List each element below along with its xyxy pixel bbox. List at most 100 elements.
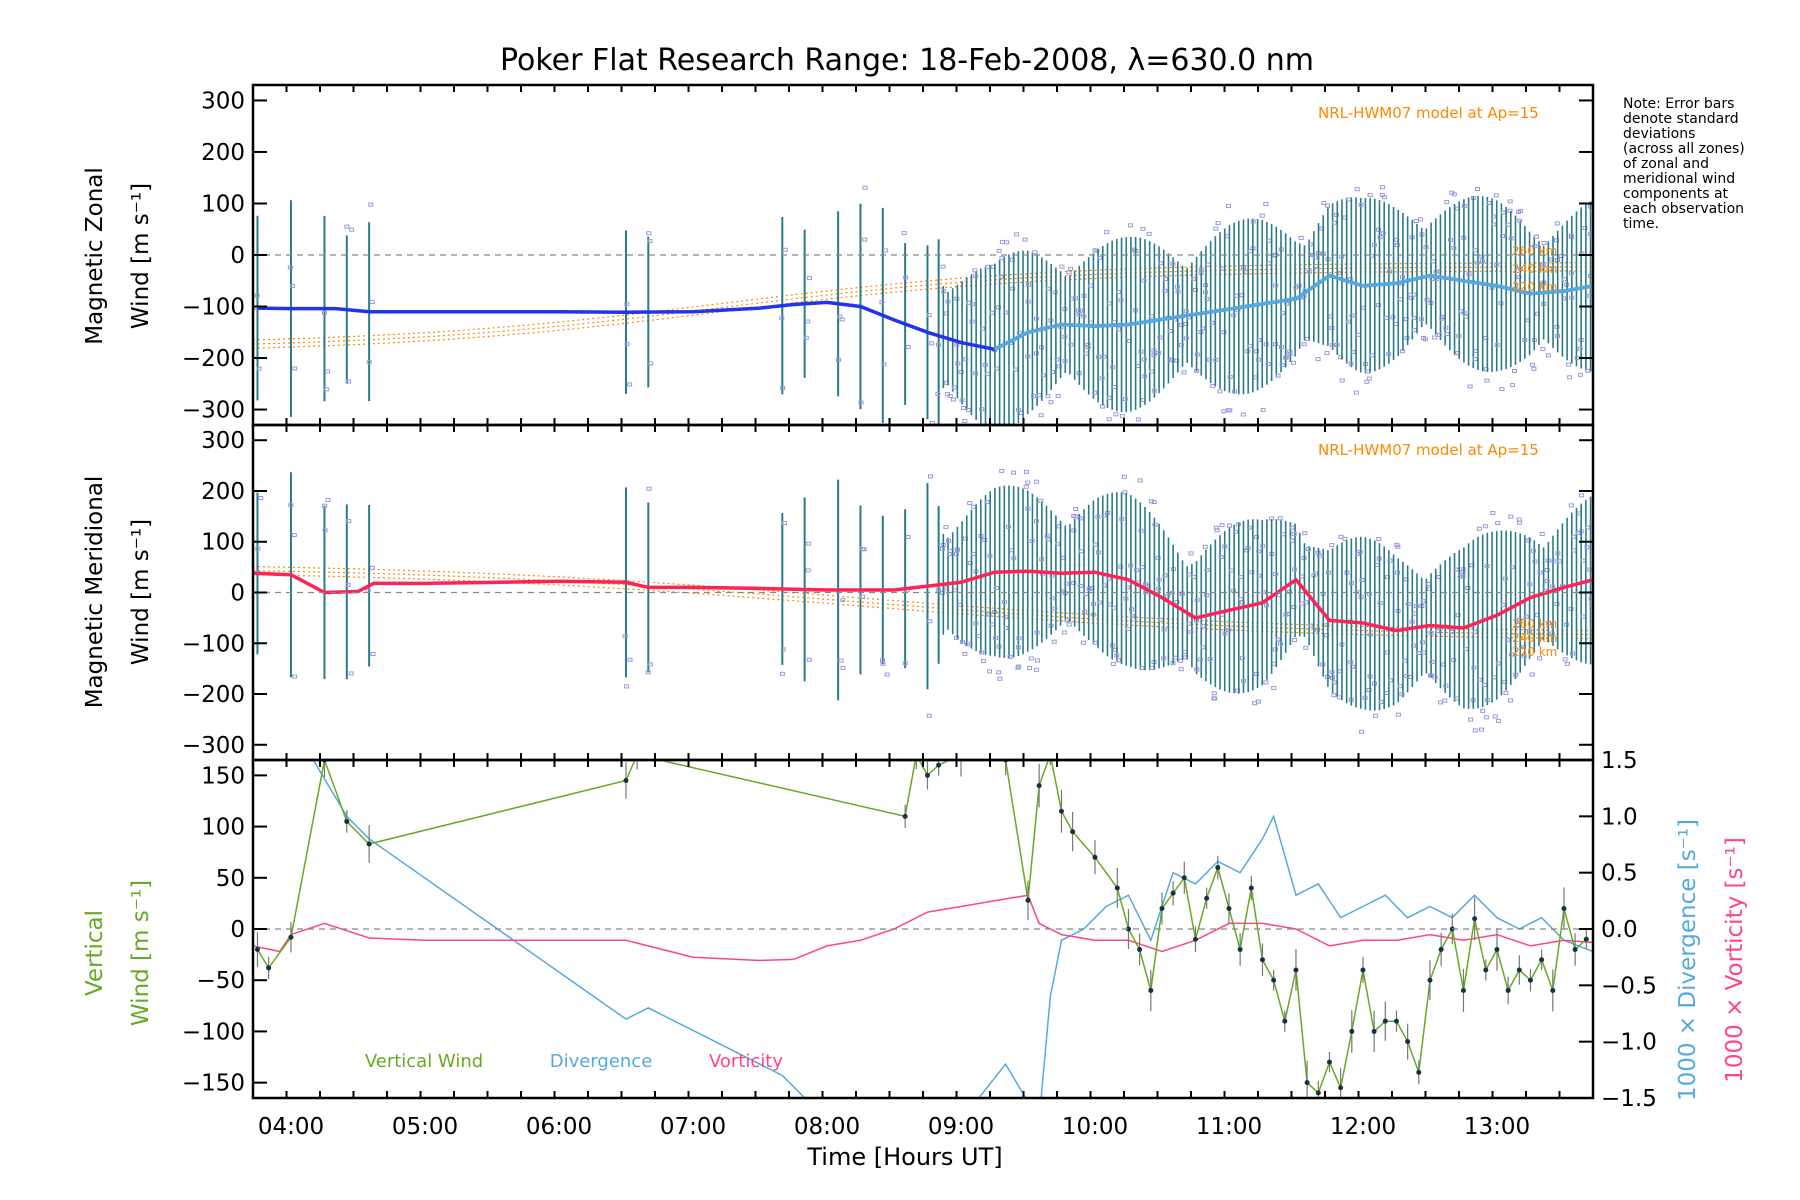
scatter-sample	[1443, 683, 1449, 688]
scatter-sample	[1106, 417, 1112, 422]
scatter-sample	[1584, 545, 1590, 550]
scatter-sample	[996, 670, 1002, 675]
scatter-sample	[926, 713, 932, 718]
scatter-sample	[1048, 400, 1054, 405]
scatter-sample	[1193, 288, 1198, 292]
scatter-sample	[982, 362, 988, 367]
scatter-sample	[1530, 362, 1536, 367]
x-tick-label: 12:00	[1330, 1114, 1396, 1140]
scatter-sample	[947, 394, 953, 398]
scatter-sample	[973, 621, 979, 626]
scatter-sample	[973, 274, 979, 279]
scatter-sample	[1038, 498, 1044, 503]
scatter-sample	[1355, 551, 1360, 556]
scatter-sample	[1151, 388, 1157, 393]
scatter-sample	[349, 227, 355, 232]
vertical-scatter-layer	[253, 760, 1593, 1098]
vertical-wind-point	[1360, 967, 1366, 973]
scatter-sample	[999, 468, 1005, 473]
scatter-sample	[1255, 357, 1261, 362]
scatter-sample	[1432, 675, 1438, 680]
scatter-sample	[1255, 699, 1261, 704]
scatter-sample	[880, 658, 885, 663]
vorticity-line	[253, 894, 1593, 962]
x-tick-label: 10:00	[1062, 1114, 1128, 1140]
scatter-sample	[1151, 348, 1157, 353]
scatter-sample	[1532, 559, 1538, 564]
scatter-sample	[1482, 524, 1488, 529]
x-tick-label: 04:00	[258, 1114, 324, 1140]
y-tick-label: 100	[201, 530, 245, 556]
y-tick-label: 100	[201, 815, 245, 841]
y-tick-label: 0	[230, 917, 245, 943]
vertical-wind-point	[1460, 987, 1466, 993]
scatter-sample	[962, 651, 968, 656]
scatter-sample	[1260, 407, 1266, 412]
scatter-sample	[1570, 651, 1576, 656]
vertical-wind-point	[366, 841, 372, 847]
scatter-sample	[1435, 629, 1440, 634]
vertical-ylabel-units: Wind [m s⁻¹]	[128, 880, 154, 1026]
scatter-sample	[1122, 397, 1128, 401]
vertical-wind-point	[902, 813, 908, 819]
scatter-sample	[1461, 204, 1467, 208]
y2-tick-label: −1.0	[1601, 1030, 1657, 1056]
scatter-sample	[979, 407, 985, 412]
scatter-sample	[970, 302, 975, 307]
scatter-sample	[1518, 208, 1524, 213]
scatter-sample	[1161, 656, 1167, 661]
scatter-sample	[1495, 521, 1501, 526]
scatter-sample	[1551, 559, 1557, 564]
scatter-sample	[1099, 376, 1105, 381]
scatter-sample	[345, 583, 351, 587]
scatter-sample	[1119, 516, 1125, 521]
scatter-sample	[1034, 519, 1039, 524]
scatter-sample	[1329, 543, 1335, 548]
scatter-sample	[1077, 516, 1083, 521]
note-line: Note: Error bars	[1623, 96, 1734, 112]
scatter-sample	[1500, 233, 1505, 238]
vertical-wind-point	[1349, 1028, 1355, 1034]
scatter-sample	[1380, 185, 1386, 190]
scatter-sample	[1306, 269, 1312, 274]
scatter-sample	[1503, 690, 1509, 695]
vertical-wind-point	[1561, 906, 1567, 912]
scatter-sample	[1222, 631, 1228, 636]
scatter-sample	[1376, 227, 1382, 232]
scatter-sample	[1016, 636, 1022, 641]
scatter-sample	[967, 561, 973, 566]
scatter-sample	[1523, 614, 1529, 619]
scatter-sample	[954, 635, 959, 640]
scatter-sample	[997, 676, 1003, 681]
scatter-sample	[1025, 480, 1031, 485]
scatter-sample	[1526, 538, 1532, 543]
scatter-sample	[1071, 528, 1077, 533]
scatter-sample	[1444, 199, 1450, 204]
scatter-sample	[1203, 290, 1208, 295]
scatter-sample	[1038, 413, 1044, 418]
scatter-sample	[1483, 715, 1489, 720]
scatter-sample	[1395, 712, 1401, 717]
scatter-sample	[1512, 369, 1517, 373]
scatter-sample	[1124, 585, 1130, 590]
scatter-sample	[254, 293, 260, 298]
scatter-sample	[1250, 219, 1256, 224]
scatter-sample	[1312, 255, 1318, 260]
scatter-sample	[1059, 264, 1065, 269]
scatter-sample	[1460, 569, 1466, 574]
scatter-sample	[1400, 275, 1405, 280]
scatter-sample	[981, 659, 986, 664]
scatter-sample	[1549, 631, 1555, 636]
scatter-sample	[973, 371, 979, 376]
vertical-wind-point	[1416, 1069, 1422, 1075]
scatter-sample	[1291, 531, 1297, 536]
scatter-sample	[1241, 679, 1246, 684]
scatter-sample	[1508, 236, 1514, 241]
scatter-sample	[1451, 192, 1457, 197]
vertical-ylabel: Vertical	[82, 910, 108, 996]
scatter-sample	[1349, 313, 1355, 318]
scatter-sample	[1376, 303, 1382, 308]
scatter-sample	[806, 276, 812, 281]
scatter-sample	[322, 503, 328, 508]
scatter-sample	[1507, 208, 1513, 213]
